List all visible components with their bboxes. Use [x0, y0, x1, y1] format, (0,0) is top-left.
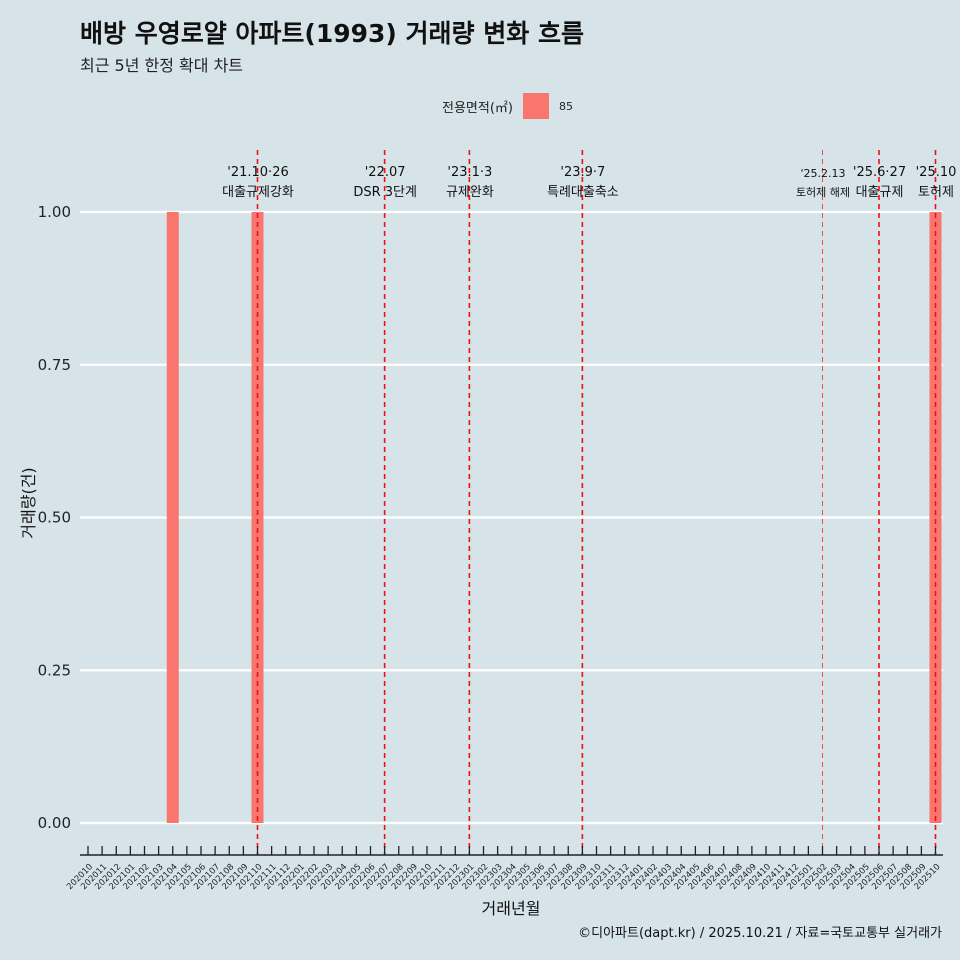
- event-label-202506: 대출규제: [856, 185, 904, 200]
- bar-202510: [929, 212, 942, 823]
- event-label-202301: 규제완화: [446, 185, 494, 200]
- source-caption: ©디아파트(dapt.kr) / 2025.10.21 / 자료=국토교통부 실…: [578, 926, 942, 941]
- y-tick-label: 0.75: [38, 356, 71, 374]
- bar-202104: [166, 212, 179, 823]
- legend-title: 전용면적(㎡): [442, 100, 513, 116]
- event-label-202510: 토허제: [918, 185, 954, 200]
- y-tick-label: 0.25: [38, 661, 71, 679]
- event-label-202309: 특례대출축소: [547, 185, 619, 200]
- event-date-202502: '25.2.13: [800, 167, 845, 180]
- legend-label-85: 85: [558, 99, 573, 113]
- y-tick-label: 0.50: [38, 509, 71, 527]
- y-tick-label: 0.00: [38, 814, 71, 832]
- chart-subtitle: 최근 5년 한정 확대 차트: [80, 56, 244, 75]
- event-label-202110: 대출규제강화: [222, 185, 294, 200]
- event-date-202207: '22.07: [365, 165, 406, 180]
- event-date-202510: '25.10: [916, 165, 957, 180]
- y-tick-label: 1.00: [38, 203, 71, 221]
- event-label-202207: DSR 3단계: [353, 185, 417, 200]
- x-axis-title: 거래년월: [482, 899, 541, 918]
- event-date-202506: '25.6·27: [853, 165, 906, 180]
- legend-swatch-85: [522, 93, 549, 119]
- event-date-202309: '23.9·7: [560, 165, 605, 180]
- event-date-202110: '21.10·26: [227, 165, 288, 180]
- event-date-202301: '23.1·3: [447, 165, 492, 180]
- chart-title: 배방 우영로얄 아파트(1993) 거래량 변화 흐름: [80, 19, 584, 48]
- event-label-202502: 토허제 해제: [796, 185, 850, 199]
- y-axis-title: 거래량(건): [19, 467, 38, 538]
- bar-202110: [251, 212, 264, 823]
- legend: 전용면적(㎡) 85: [442, 93, 573, 119]
